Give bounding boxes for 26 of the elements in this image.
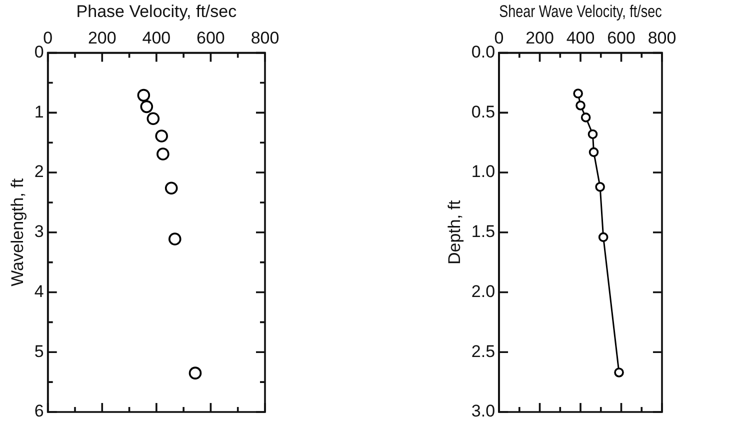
y-tick-label: 6	[34, 402, 44, 421]
y-tick-label: 2	[34, 162, 44, 182]
y-tick-label: 0.5	[471, 102, 496, 122]
y-axis-title: Wavelength, ft	[8, 178, 27, 286]
x-tick-label: 800	[648, 28, 676, 48]
y-tick-label: 2.0	[471, 282, 496, 301]
x-axis-title: Shear Wave Velocity, ft/sec	[499, 2, 662, 22]
x-tick-label: 600	[196, 28, 225, 48]
y-axis-title: Depth, ft	[444, 200, 464, 265]
x-tick-label: 600	[607, 28, 636, 48]
x-tick-label: 200	[526, 28, 554, 48]
y-tick-label: 1.5	[471, 222, 496, 242]
y-tick-label: 0.0	[471, 42, 496, 62]
y-tick-label: 5	[34, 342, 44, 361]
x-tick-label: 400	[142, 28, 171, 48]
x-axis-title: Phase Velocity, ft/sec	[76, 2, 238, 21]
y-tick-label: 1	[34, 102, 44, 122]
y-tick-label: 4	[34, 282, 44, 301]
y-tick-label: 0	[34, 42, 44, 62]
x-tick-label: 200	[88, 28, 116, 48]
x-tick-label: 800	[250, 28, 280, 48]
y-tick-label: 2.5	[471, 342, 496, 361]
y-tick-label: 3	[34, 222, 44, 242]
y-tick-label: 1.0	[471, 162, 496, 182]
y-tick-label: 3.0	[471, 402, 496, 421]
x-tick-label: 400	[566, 28, 595, 48]
